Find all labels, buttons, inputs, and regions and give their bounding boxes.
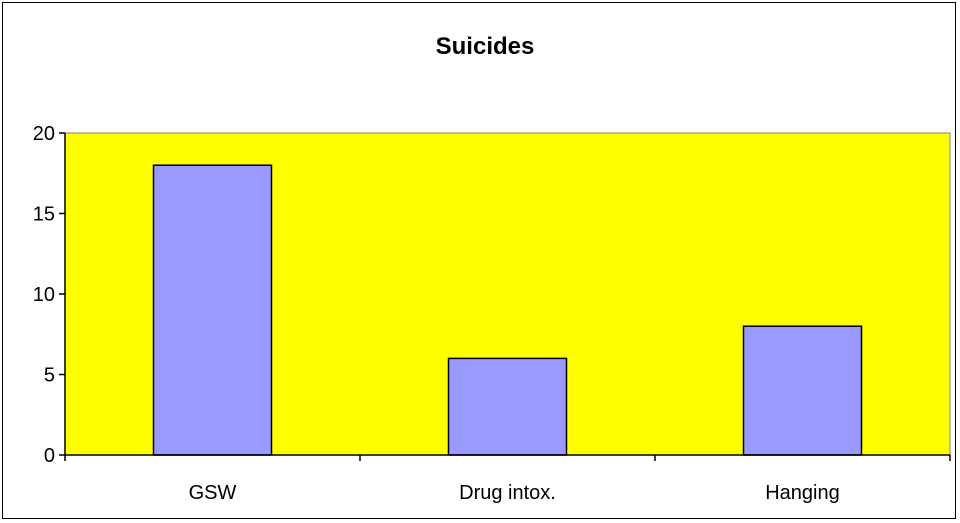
axes-group bbox=[59, 132, 951, 461]
y-tick-labels: 0 5 10 15 20 bbox=[33, 123, 55, 467]
bar-2 bbox=[742, 325, 863, 456]
y-tick-label-4: 20 bbox=[33, 123, 55, 145]
y-tick-label-3: 15 bbox=[33, 204, 55, 226]
x-tick-label-1: Drug intox. bbox=[459, 482, 556, 504]
x-tick-label-2: Hanging bbox=[765, 482, 840, 504]
bar-1 bbox=[447, 357, 568, 456]
x-tick-labels: GSW Drug intox. Hanging bbox=[189, 482, 840, 504]
chart-title: Suicides bbox=[436, 33, 535, 60]
y-tick-label-0: 0 bbox=[44, 445, 55, 467]
x-tick-label-0: GSW bbox=[189, 482, 237, 504]
bars-group bbox=[152, 164, 863, 456]
bar-0 bbox=[152, 164, 273, 456]
y-tick-label-2: 10 bbox=[33, 284, 55, 306]
y-tick-label-1: 5 bbox=[44, 365, 55, 387]
